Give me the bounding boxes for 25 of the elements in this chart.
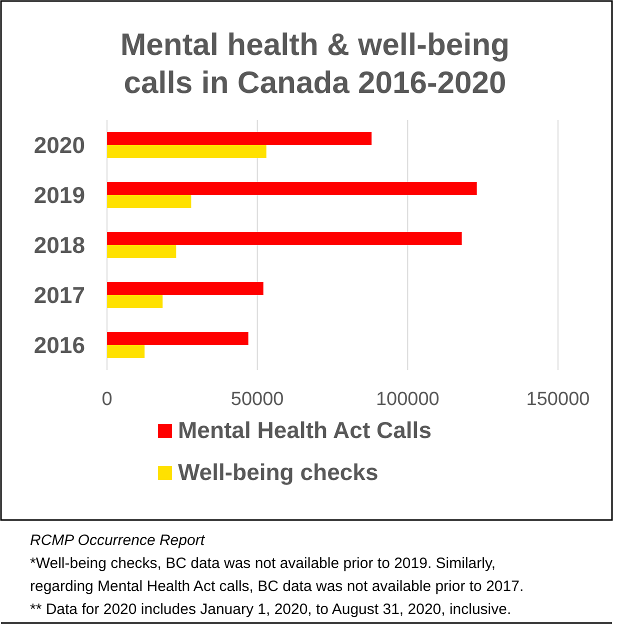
text: RCMP Occurrence Report	[30, 532, 206, 549]
bar	[107, 295, 163, 308]
bar	[107, 145, 266, 158]
y-tick-label: 2019	[34, 182, 85, 208]
y-tick-label: 2016	[34, 332, 85, 358]
bar	[107, 282, 264, 295]
bar	[107, 132, 372, 145]
y-tick-label: 2020	[34, 132, 85, 158]
text: *Well-being checks, BC data was not available prior to 2019. Similarly, regarding Mental Health Act calls, BC data was not available prior to 2017.	[30, 555, 524, 595]
y-tick-label: 2017	[34, 282, 85, 308]
bar	[107, 345, 145, 358]
chart-title: Mental health & well-being calls in Canada 2016-2020	[120, 27, 510, 100]
legend-label: Well-being checks	[178, 459, 378, 485]
x-tick-label: 50000	[230, 389, 284, 410]
bar	[107, 182, 477, 195]
x-tick-label: 100000	[376, 389, 440, 410]
bar	[107, 245, 176, 258]
x-tick-label: 150000	[526, 389, 590, 410]
bar	[107, 232, 462, 245]
bar	[107, 332, 248, 345]
y-tick-label: 2018	[34, 232, 86, 258]
x-tick-label: 0	[102, 389, 112, 410]
text: ** Data for 2020 includes January 1, 2020, to August 31, 2020, inclusive.	[30, 601, 512, 618]
bar	[107, 195, 192, 208]
legend-label: Mental Health Act Calls	[178, 417, 432, 443]
